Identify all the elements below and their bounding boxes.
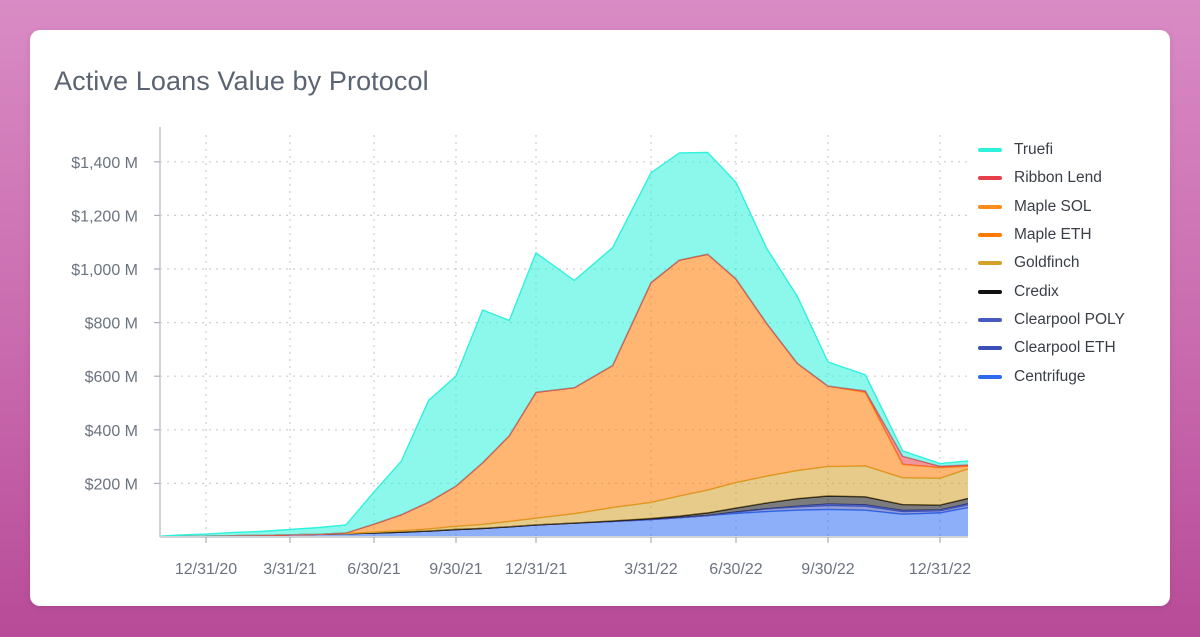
legend-label: Maple SOL <box>1014 197 1092 215</box>
x-tick-label: 3/31/21 <box>263 561 316 578</box>
legend-item-maple-sol[interactable]: Maple SOL <box>978 193 1125 221</box>
legend-label: Ribbon Lend <box>1014 169 1102 187</box>
y-tick-label: $1,400 M <box>71 155 138 172</box>
area-centrifuge <box>160 507 968 537</box>
x-tick-label: 12/31/20 <box>175 561 237 578</box>
x-tick-label: 12/31/21 <box>505 561 567 578</box>
x-tick-label: 12/31/22 <box>909 561 971 578</box>
line-truefi <box>159 151 969 537</box>
legend-swatch <box>978 346 1002 351</box>
x-tick-label: 9/30/21 <box>429 561 482 578</box>
area-goldfinch <box>160 465 968 537</box>
area-maple-eth <box>160 254 968 537</box>
y-tick-label: $200 M <box>85 476 138 493</box>
legend-item-clearpool-poly[interactable]: Clearpool POLY <box>978 306 1125 334</box>
areas <box>159 151 969 538</box>
y-tick-label: $800 M <box>85 316 138 333</box>
chart-card: Active Loans Value by Protocol $200 M $40… <box>30 30 1170 606</box>
legend-label: Maple ETH <box>1014 226 1092 244</box>
legend-swatch <box>978 374 1002 379</box>
x-tick-label: 6/30/22 <box>709 561 762 578</box>
y-tick-label: $400 M <box>85 423 138 440</box>
chart-title: Active Loans Value by Protocol <box>54 66 429 96</box>
legend-item-maple-eth[interactable]: Maple ETH <box>978 221 1125 249</box>
x-tick-label: 6/30/21 <box>347 561 400 578</box>
legend-item-ribbon-lend[interactable]: Ribbon Lend <box>978 164 1125 192</box>
y-tick-label: $600 M <box>85 369 138 386</box>
legend-item-clearpool-eth[interactable]: Clearpool ETH <box>978 334 1125 362</box>
y-tick-label: $1,000 M <box>71 262 138 279</box>
y-tick-label: $1,200 M <box>71 208 138 225</box>
legend-label: Credix <box>1014 282 1059 300</box>
legend-swatch <box>978 176 1002 181</box>
legend-swatch <box>978 233 1002 238</box>
legend-swatch <box>978 204 1002 209</box>
legend-label: Clearpool ETH <box>1014 339 1116 357</box>
legend-label: Centrifuge <box>1014 367 1086 385</box>
x-tick-label: 3/31/22 <box>624 561 677 578</box>
legend-label: Truefi <box>1014 141 1054 159</box>
legend-swatch <box>978 148 1002 153</box>
legend-item-goldfinch[interactable]: Goldfinch <box>978 249 1125 277</box>
chart-legend: Truefi Ribbon Lend Maple SOL Maple ETH Goldf… <box>978 136 1125 391</box>
legend-swatch <box>978 261 1002 266</box>
legend-label: Clearpool POLY <box>1014 310 1125 328</box>
x-tick-label: 9/30/22 <box>801 561 854 578</box>
legend-label: Goldfinch <box>1014 254 1080 272</box>
legend-item-credix[interactable]: Credix <box>978 277 1125 305</box>
legend-item-centrifuge[interactable]: Centrifuge <box>978 362 1125 390</box>
legend-item-truefi[interactable]: Truefi <box>978 136 1125 164</box>
area-credix <box>160 495 968 537</box>
legend-swatch <box>978 317 1002 322</box>
legend-swatch <box>978 289 1002 294</box>
area-chart: $200 M $400 M $600 M $800 M $1,000 M $1,200 M… <box>71 127 971 578</box>
